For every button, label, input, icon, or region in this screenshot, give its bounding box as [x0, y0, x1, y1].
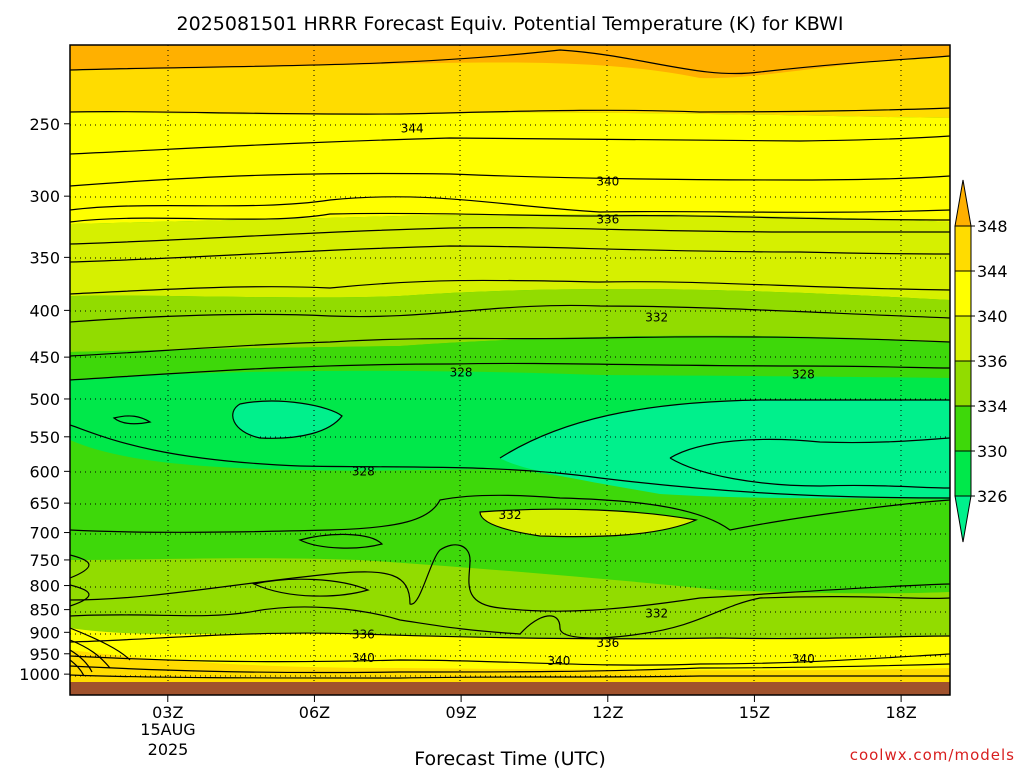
x-tick-label: 12Z — [592, 703, 623, 722]
band-yellow — [70, 112, 950, 224]
x-tick-label: 06Z — [299, 703, 330, 722]
chart-title: 2025081501 HRRR Forecast Equiv. Potentia… — [177, 13, 844, 35]
y-tick-label: 850 — [29, 601, 60, 620]
pressure-gridlines — [70, 45, 950, 682]
x-axis: 03Z 06Z 09Z 12Z 15Z 18Z — [152, 695, 917, 722]
colorbar-label: 334 — [977, 397, 1008, 416]
colorbar-segment — [954, 360, 972, 407]
contour-label: 336 — [596, 636, 619, 650]
y-tick-label: 250 — [29, 115, 60, 134]
contour-label: 328 — [792, 367, 815, 381]
colorbar-segment — [954, 225, 972, 272]
colorbar-extend-bottom — [954, 495, 972, 543]
y-tick-label: 650 — [29, 494, 60, 513]
y-tick-label: 750 — [29, 551, 60, 570]
y-tick-label: 800 — [29, 577, 60, 596]
colorbar-segment — [954, 270, 972, 317]
region-light-lower — [70, 558, 950, 652]
colorbar: 326 330 334 336 340 344 348 — [954, 179, 1008, 543]
region-light-mid — [480, 509, 696, 537]
date-label-year: 2025 — [148, 740, 189, 759]
contour-labels: 344 340 336 332 328 328 328 332 332 336 336 340 340 3… — [352, 122, 815, 669]
y-tick-label: 350 — [29, 248, 60, 267]
y-tick-label: 700 — [29, 524, 60, 543]
colorbar-label: 344 — [977, 262, 1008, 281]
band-orange-lower — [70, 650, 950, 682]
colorbar-label: 326 — [977, 487, 1008, 506]
colorbar-segment — [954, 315, 972, 362]
y-axis: 250 300 350 400 450 500 550 600 650 700 750 800 850 9… — [19, 115, 70, 684]
field-layer: 344 340 336 332 328 328 328 332 332 336 336 340 340 3… — [70, 45, 950, 695]
credit-text: coolwx.com/models — [850, 746, 1015, 764]
x-tick-label: 03Z — [152, 703, 183, 722]
contour-label: 328 — [352, 464, 375, 478]
contour-lines — [70, 49, 950, 679]
date-label-day: 15AUG — [140, 720, 195, 739]
contour-label: 340 — [547, 654, 570, 668]
y-tick-label: 400 — [29, 301, 60, 320]
y-tick-label: 450 — [29, 348, 60, 367]
colorbar-extend-top — [954, 179, 972, 227]
y-tick-label: 900 — [29, 623, 60, 642]
colorbar-label: 330 — [977, 442, 1008, 461]
y-tick-label: 1000 — [19, 665, 60, 684]
x-tick-label: 15Z — [739, 703, 770, 722]
ground-strip — [70, 682, 950, 695]
region-cyan-inner — [232, 401, 342, 439]
region-cyan-green — [500, 400, 950, 499]
contour-label: 336 — [352, 628, 375, 642]
colorbar-label: 340 — [977, 307, 1008, 326]
x-tick-label: 09Z — [445, 703, 476, 722]
band-light-green — [70, 288, 950, 352]
band-orange-top — [70, 45, 950, 79]
contour-label: 344 — [401, 122, 424, 136]
colorbar-segment — [954, 450, 972, 497]
contour-label: 340 — [792, 652, 815, 666]
y-tick-label: 300 — [29, 187, 60, 206]
y-tick-label: 500 — [29, 390, 60, 409]
x-axis-title: Forecast Time (UTC) — [414, 748, 605, 768]
contour-label: 332 — [645, 606, 668, 620]
colorbar-segment — [954, 405, 972, 452]
contour-label: 332 — [645, 310, 668, 324]
colorbar-label: 336 — [977, 352, 1008, 371]
y-tick-label: 950 — [29, 645, 60, 664]
plot-frame — [69, 44, 951, 696]
contour-label: 328 — [450, 366, 473, 380]
contour-label: 336 — [596, 212, 619, 226]
band-yellow-green — [70, 214, 950, 300]
x-tick-label: 18Z — [885, 703, 916, 722]
contour-label: 332 — [499, 508, 522, 522]
contour-label: 340 — [352, 651, 375, 665]
y-tick-label: 550 — [29, 428, 60, 447]
colorbar-label: 348 — [977, 217, 1008, 236]
contour-label: 340 — [596, 174, 619, 188]
y-tick-label: 600 — [29, 462, 60, 481]
